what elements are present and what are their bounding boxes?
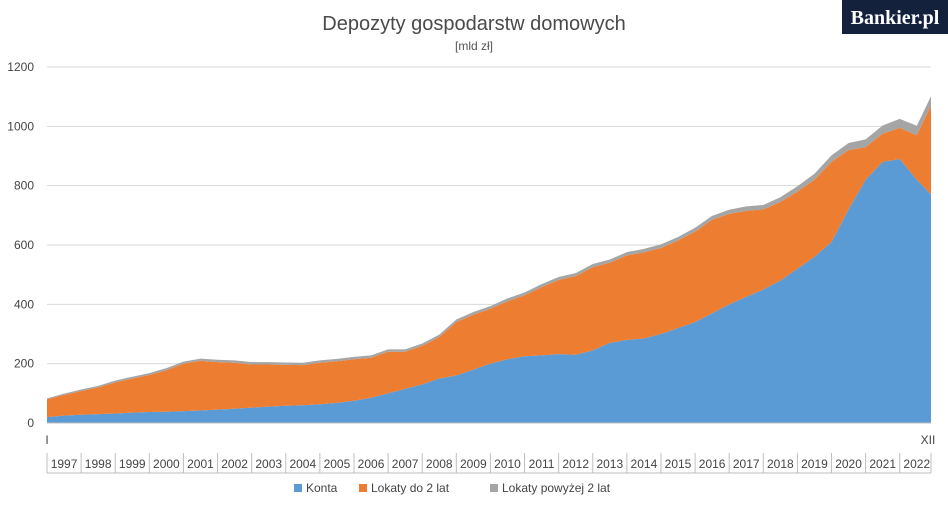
x-tick-label: 2001 bbox=[187, 457, 214, 471]
x-tick-label: 2016 bbox=[699, 457, 726, 471]
x-axis: I XII 1997 1998 1999 2000 2001 2002 2003 2004 20… bbox=[45, 422, 936, 474]
x-tick-label: 2005 bbox=[324, 457, 351, 471]
x-tick-label: 2007 bbox=[392, 457, 419, 471]
x-tick-label: 1997 bbox=[51, 457, 78, 471]
y-axis-ticks: 0 200 400 600 800 1000 1200 bbox=[7, 60, 34, 430]
legend-label: Lokaty powyżej 2 lat bbox=[502, 481, 611, 495]
area-konta bbox=[47, 158, 931, 423]
y-tick-label: 400 bbox=[14, 297, 34, 311]
legend-swatch bbox=[359, 484, 367, 492]
x-tick-label: 2013 bbox=[596, 457, 623, 471]
chart-subtitle: [mld zł] bbox=[455, 39, 493, 53]
x-tick-label: 2008 bbox=[426, 457, 453, 471]
legend-item: Konta bbox=[294, 481, 338, 495]
x-tick-label: 2006 bbox=[358, 457, 385, 471]
legend-item: Lokaty powyżej 2 lat bbox=[490, 481, 611, 495]
x-tick-label: 2022 bbox=[903, 457, 930, 471]
x-tick-label: 2000 bbox=[153, 457, 180, 471]
x-tick-label: 2010 bbox=[494, 457, 521, 471]
x-tick-label: 2021 bbox=[869, 457, 896, 471]
legend-swatch bbox=[294, 484, 302, 492]
legend-item: Lokaty do 2 lat bbox=[359, 481, 450, 495]
legend-label: Lokaty do 2 lat bbox=[371, 481, 450, 495]
x-axis-end-label: XII bbox=[921, 433, 936, 447]
x-tick-label: 2019 bbox=[801, 457, 828, 471]
area-lokaty-do-2-lat bbox=[47, 105, 931, 418]
area-series bbox=[47, 96, 931, 423]
brand-logo-text: Bankier.pl bbox=[851, 7, 940, 29]
x-tick-label: 2009 bbox=[460, 457, 487, 471]
brand-logo[interactable]: Bankier.pl bbox=[842, 0, 948, 34]
y-tick-label: 0 bbox=[27, 416, 34, 430]
x-tick-label: 2003 bbox=[255, 457, 282, 471]
x-tick-label: 2017 bbox=[733, 457, 760, 471]
y-tick-label: 800 bbox=[14, 179, 34, 193]
legend-label: Konta bbox=[306, 481, 338, 495]
x-tick-label: 2018 bbox=[767, 457, 794, 471]
chart-title: Depozyty gospodarstw domowych bbox=[322, 13, 625, 35]
legend: Konta Lokaty do 2 lat Lokaty powyżej 2 lat bbox=[294, 481, 611, 495]
x-axis-start-label: I bbox=[45, 433, 48, 447]
x-tick-label: 2012 bbox=[562, 457, 589, 471]
y-tick-label: 1200 bbox=[7, 60, 34, 74]
y-tick-label: 200 bbox=[14, 357, 34, 371]
x-tick-label: 2014 bbox=[631, 457, 658, 471]
x-tick-label: 2002 bbox=[221, 457, 248, 471]
brand-logo-background bbox=[842, 0, 948, 34]
x-tick-label: 2020 bbox=[835, 457, 862, 471]
x-tick-label: 1999 bbox=[119, 457, 146, 471]
y-tick-label: 1000 bbox=[7, 119, 34, 133]
y-tick-label: 600 bbox=[14, 238, 34, 252]
x-tick-label: 1998 bbox=[85, 457, 112, 471]
legend-swatch bbox=[490, 484, 498, 492]
x-tick-label: 2011 bbox=[529, 457, 555, 471]
x-tick-label: 2015 bbox=[665, 457, 692, 471]
x-tick-label: 2004 bbox=[289, 457, 316, 471]
